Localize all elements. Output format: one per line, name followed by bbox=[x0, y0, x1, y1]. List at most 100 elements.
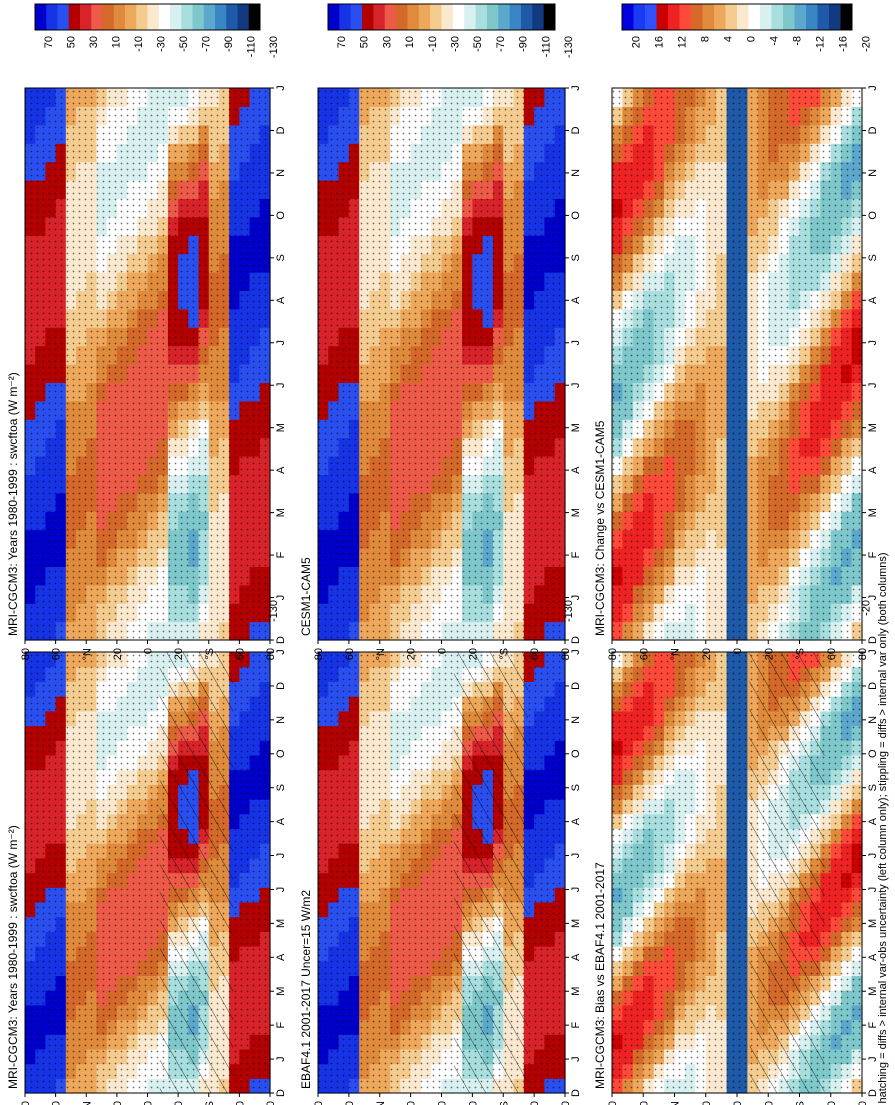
panel-title: MRI-CGCM3: Years 1980-1999 : swcftoa (W … bbox=[6, 372, 20, 636]
colorbar-swatch bbox=[543, 4, 556, 30]
month-tick-label: D bbox=[570, 1089, 582, 1097]
colorbar-swatch bbox=[829, 4, 841, 30]
colorbar-label: 20 bbox=[630, 36, 642, 48]
lat-tick-label: °N bbox=[670, 1101, 682, 1105]
colorbar-swatch bbox=[181, 4, 193, 30]
colorbar-label: -30 bbox=[450, 36, 462, 52]
lat-tick-label: 60 bbox=[51, 1101, 63, 1105]
colorbar-swatch bbox=[373, 4, 386, 30]
month-tick-label: J bbox=[570, 887, 582, 893]
colorbar-label: -110 bbox=[245, 36, 257, 57]
colorbar-label: -50 bbox=[472, 36, 484, 52]
month-tick-label: A bbox=[275, 953, 287, 961]
month-tick-label: O bbox=[275, 211, 287, 220]
month-tick-label: M bbox=[570, 987, 582, 996]
colorbar-label: -20 bbox=[860, 36, 872, 52]
colorbar-swatch bbox=[475, 4, 488, 30]
colorbar-swatch bbox=[464, 4, 477, 30]
lat-tick-label: °S bbox=[795, 648, 807, 660]
lat-tick-label: 60 bbox=[234, 1101, 246, 1105]
month-tick-label: J bbox=[867, 340, 879, 346]
colorbar-swatch bbox=[158, 4, 171, 30]
month-tick-label: D bbox=[275, 126, 287, 134]
lat-tick-label: 0 bbox=[143, 1101, 155, 1105]
hatching bbox=[453, 652, 528, 1093]
colorbar-swatch bbox=[714, 4, 726, 30]
month-tick-label: D bbox=[275, 682, 287, 690]
colorbar-label: 70 bbox=[43, 36, 55, 48]
colorbar-label: 4 bbox=[722, 36, 734, 42]
colorbar-label: -90 bbox=[518, 36, 530, 52]
colorbar-swatch bbox=[452, 4, 465, 30]
lat-tick-label: 0 bbox=[732, 1101, 744, 1105]
colorbar-swatch bbox=[633, 4, 646, 30]
month-tick-label: A bbox=[275, 296, 287, 304]
month-tick-label: M bbox=[275, 508, 287, 517]
month-tick-label: O bbox=[867, 211, 879, 220]
lat-tick-label: °N bbox=[375, 648, 387, 660]
lat-tick-label: 0 bbox=[437, 1101, 449, 1105]
colorbar-swatch bbox=[46, 4, 58, 30]
month-tick-label: S bbox=[867, 254, 879, 261]
month-tick-label: J bbox=[275, 887, 287, 893]
month-tick-label: N bbox=[570, 169, 582, 177]
month-tick-label: A bbox=[570, 953, 582, 961]
colorbar-label: -130 bbox=[563, 600, 575, 622]
month-tick-label: O bbox=[570, 749, 582, 758]
month-tick-label: S bbox=[275, 784, 287, 791]
lat-tick-label: 60 bbox=[826, 1101, 838, 1105]
colorbar-swatch bbox=[339, 4, 352, 30]
colorbar-swatch bbox=[125, 4, 137, 30]
colorbar-swatch bbox=[817, 4, 830, 30]
hatching bbox=[749, 652, 825, 1093]
colorbar-swatch bbox=[170, 4, 182, 30]
month-tick-label: J bbox=[867, 595, 879, 601]
month-tick-label: J bbox=[570, 340, 582, 346]
lat-tick-label: 20 bbox=[467, 1101, 479, 1105]
lat-tick-label: 20 bbox=[112, 648, 124, 660]
lat-tick-label: °S bbox=[498, 648, 510, 660]
lat-tick-label: 0 bbox=[143, 648, 155, 654]
lat-tick-label: 20 bbox=[763, 1101, 775, 1105]
month-tick-label: J bbox=[867, 85, 879, 91]
month-tick-label: J bbox=[275, 340, 287, 346]
colorbar-label: 50 bbox=[65, 36, 77, 48]
colorbar-swatch bbox=[226, 4, 238, 30]
colorbar-swatch bbox=[702, 4, 715, 30]
colorbar-swatch bbox=[771, 4, 784, 30]
month-tick-label: F bbox=[275, 551, 287, 558]
colorbar-label: 10 bbox=[404, 36, 416, 48]
lat-tick-label: 20 bbox=[173, 1101, 185, 1105]
colorbar-label: -16 bbox=[837, 36, 849, 52]
colorbar-swatch bbox=[725, 4, 738, 30]
month-tick-label: F bbox=[275, 1022, 287, 1029]
colorbar-swatch bbox=[430, 4, 442, 30]
month-tick-label: M bbox=[275, 919, 287, 928]
colorbar-label: -70 bbox=[495, 36, 507, 52]
colorbar-frame bbox=[327, 3, 556, 31]
colorbar-frame bbox=[621, 3, 853, 31]
lat-tick-label: 20 bbox=[467, 648, 479, 660]
colorbar-label: 0 bbox=[745, 36, 757, 42]
month-tick-label: O bbox=[867, 749, 879, 758]
lat-tick-label: 20 bbox=[173, 648, 185, 660]
colorbar-swatch bbox=[215, 4, 227, 30]
lat-tick-label: 80 bbox=[560, 648, 572, 660]
lat-tick-label: 60 bbox=[344, 648, 356, 660]
colorbar-swatch bbox=[498, 4, 511, 30]
lat-tick-label: °N bbox=[375, 1101, 387, 1105]
colorbar-label: 8 bbox=[699, 36, 711, 42]
colorbar-label: 70 bbox=[336, 36, 348, 48]
month-tick-label: J bbox=[867, 887, 879, 893]
panel-title: MRI-CGCM3: Years 1980-1999 : swcftoa (W … bbox=[6, 825, 20, 1089]
colorbar-swatch bbox=[441, 4, 454, 30]
month-tick-label: A bbox=[275, 466, 287, 474]
colorbar-label: 30 bbox=[88, 36, 100, 48]
colorbar-swatch bbox=[362, 4, 374, 30]
month-tick-label: M bbox=[275, 423, 287, 432]
month-tick-label: J bbox=[275, 853, 287, 859]
month-tick-label: D bbox=[867, 636, 879, 644]
